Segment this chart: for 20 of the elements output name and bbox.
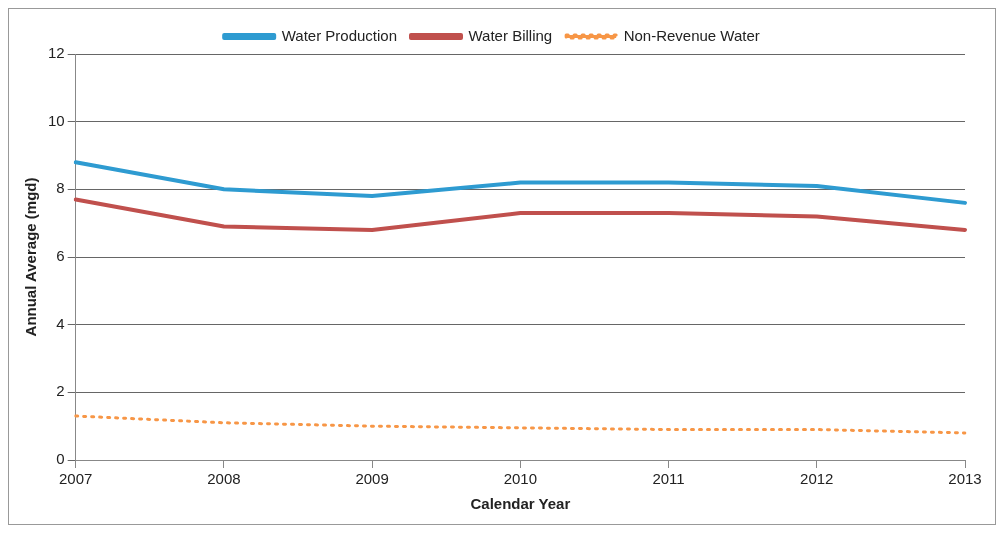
y-tick-label: 6 (56, 247, 65, 265)
y-tick-label: 8 (56, 179, 65, 197)
x-tick-label: 2007 (59, 470, 93, 488)
x-tick-label: 2010 (503, 470, 538, 488)
y-axis-title: Annual Average (mgd) (22, 177, 40, 337)
line-series (74, 414, 967, 435)
y-tick-label: 4 (56, 314, 65, 332)
x-tick-label: 2012 (800, 470, 834, 488)
x-tick-label: 2013 (948, 470, 982, 488)
legend-label: Water Billing (468, 26, 553, 44)
x-tick-label: 2008 (207, 470, 241, 488)
x-tick-label: 2009 (355, 470, 389, 488)
y-tick-label: 10 (48, 111, 65, 129)
y-tick-label: 2 (56, 382, 65, 400)
x-tick-label: 2011 (652, 470, 685, 488)
x-axis-title: Calendar Year (470, 495, 571, 513)
legend-label: Non-Revenue Water (623, 26, 760, 44)
y-tick-label: 12 (48, 44, 65, 62)
y-tick-label: 0 (56, 450, 65, 468)
legend-label: Water Production (281, 26, 398, 44)
